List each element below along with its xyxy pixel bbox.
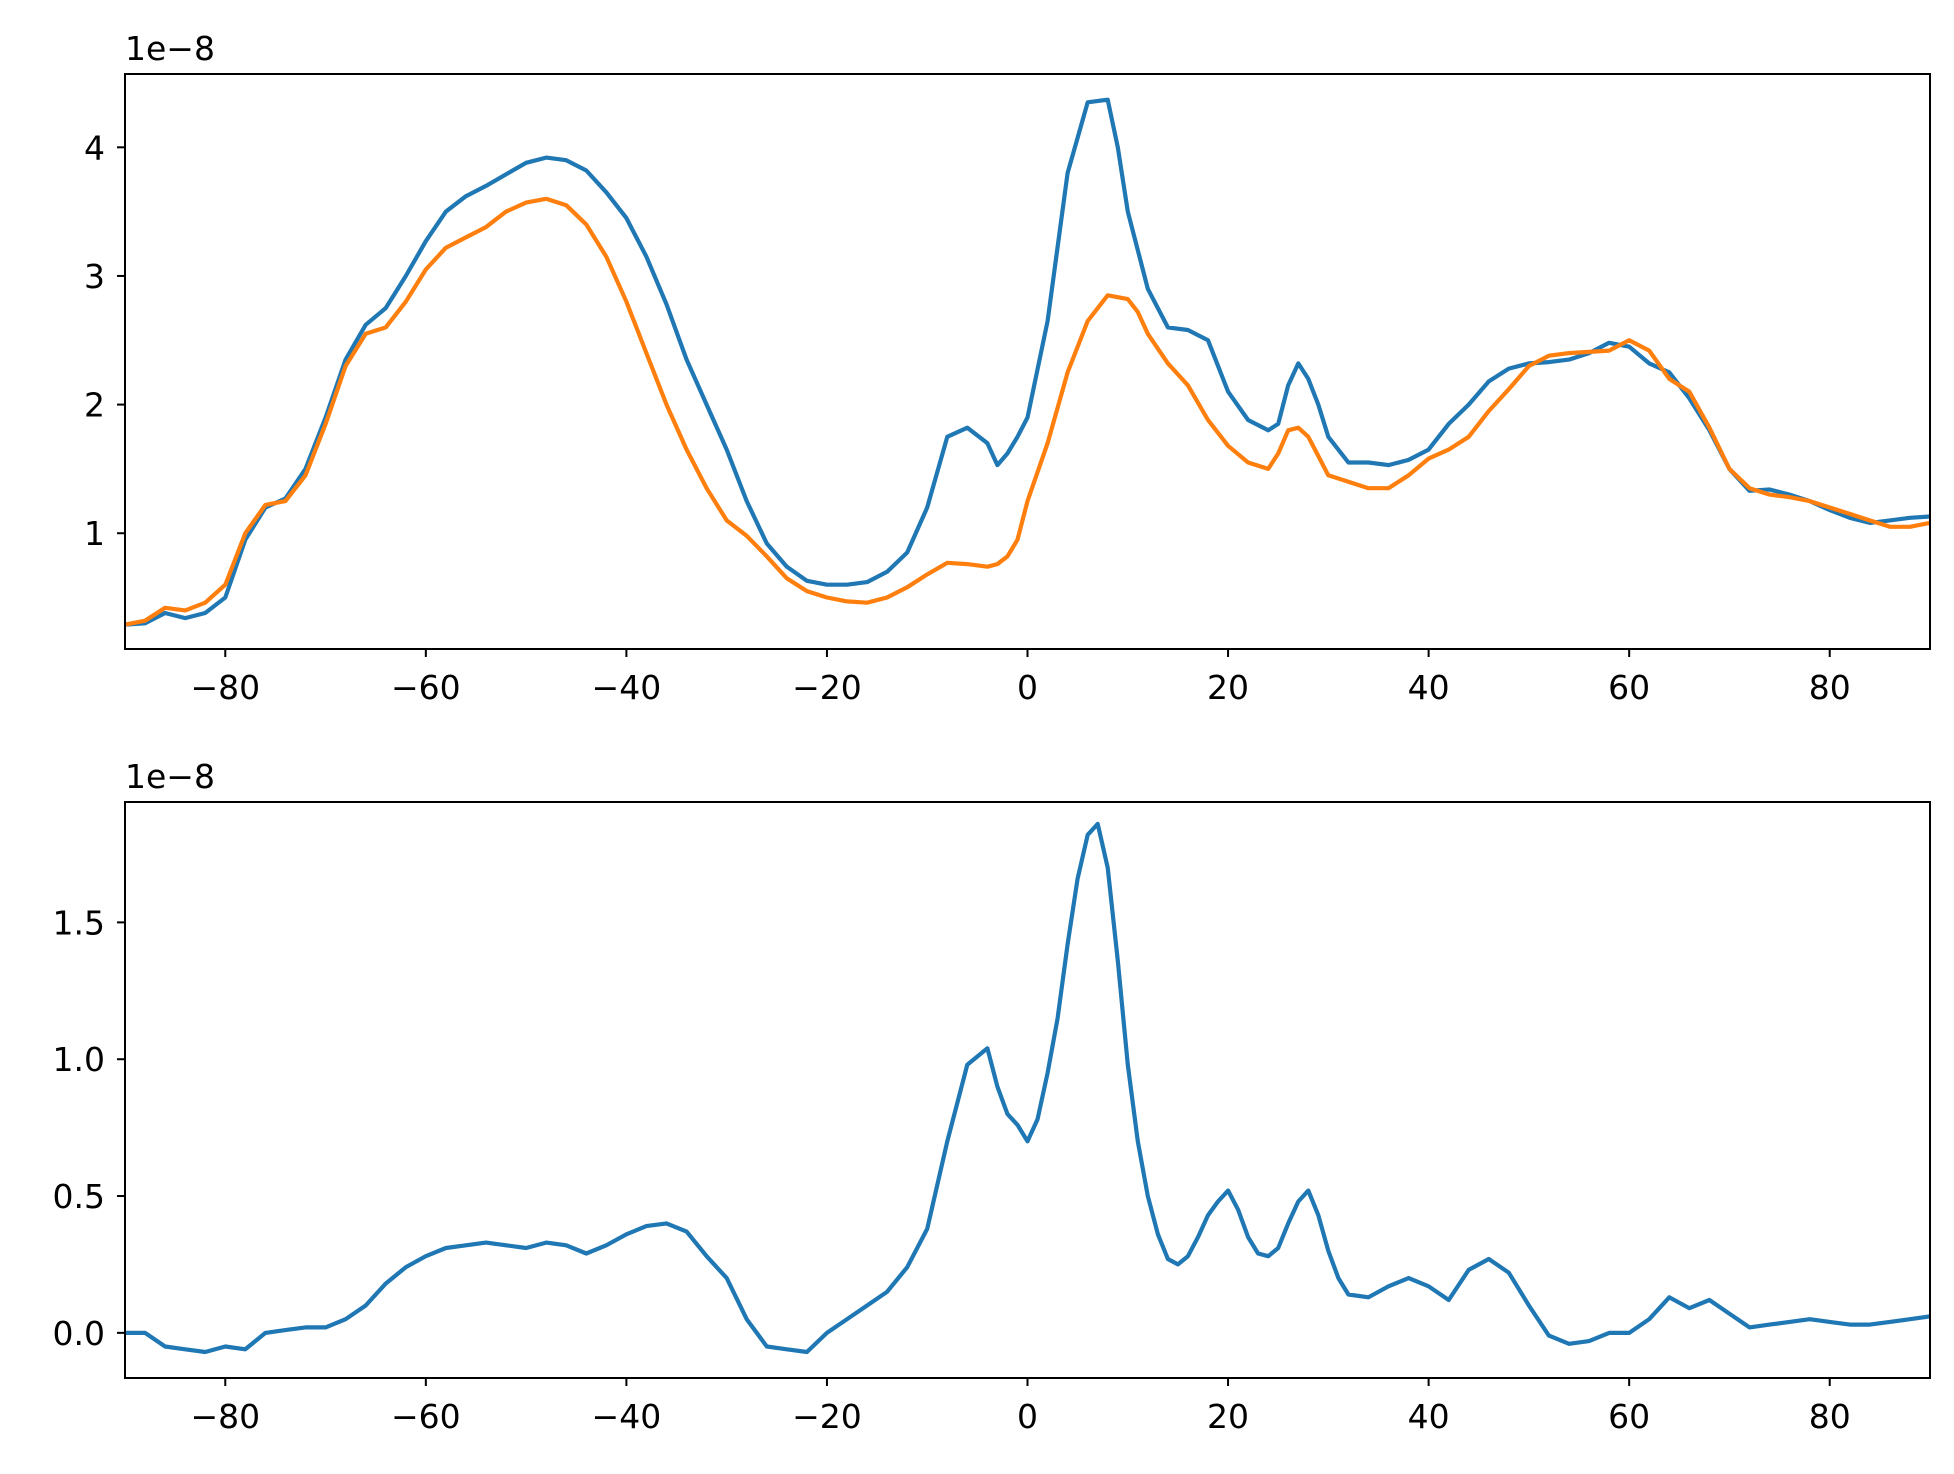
top-series-1-line [125,196,1930,627]
top-xtick-label: 20 [1207,668,1249,707]
top-series-group [125,97,1930,627]
bottom-panel: −80 −60 −40 −20 0 20 40 60 80 0.0 0.5 1.0 1.5 1e−8 [53,757,1931,1436]
top-ytick-label: 3 [84,257,105,296]
bottom-series-group [125,821,1930,1355]
top-ytick-label: 2 [84,386,105,425]
bottom-xtick-label: 40 [1408,1397,1450,1436]
bottom-xtick-label: 60 [1608,1397,1650,1436]
bottom-series-0-line [125,821,1930,1355]
bottom-ytick-label: 1.0 [53,1040,105,1079]
bottom-ytick-label: 1.5 [53,903,105,942]
top-xtick-label: 80 [1809,668,1851,707]
top-xtick-label: −40 [592,668,662,707]
bottom-xtick-label: 0 [1017,1397,1038,1436]
top-panel: −80 −60 −40 −20 0 20 40 60 80 1 2 3 4 1e−8 [84,29,1931,707]
bottom-xtick-label: −40 [592,1397,662,1436]
bottom-ytick-label: 0.5 [53,1177,105,1216]
top-xtick-label: −20 [792,668,862,707]
bottom-xtick-label: −20 [792,1397,862,1436]
top-xtick-label: −80 [190,668,260,707]
top-ytick-label: 1 [84,514,105,553]
bottom-xtick-label: 20 [1207,1397,1249,1436]
top-xtick-label: −60 [391,668,461,707]
bottom-xtick-label: −60 [391,1397,461,1436]
bottom-xtick-label: 80 [1809,1397,1851,1436]
top-y-offset-text: 1e−8 [125,29,215,68]
top-xtick-label: 60 [1608,668,1650,707]
bottom-xtick-label: −80 [190,1397,260,1436]
top-series-0-line [125,97,1930,627]
top-xtick-label: 0 [1017,668,1038,707]
top-ytick-label: 4 [84,128,105,167]
bottom-ytick-label: 0.0 [53,1314,105,1353]
bottom-y-offset-text: 1e−8 [125,757,215,796]
top-xtick-label: 40 [1408,668,1450,707]
